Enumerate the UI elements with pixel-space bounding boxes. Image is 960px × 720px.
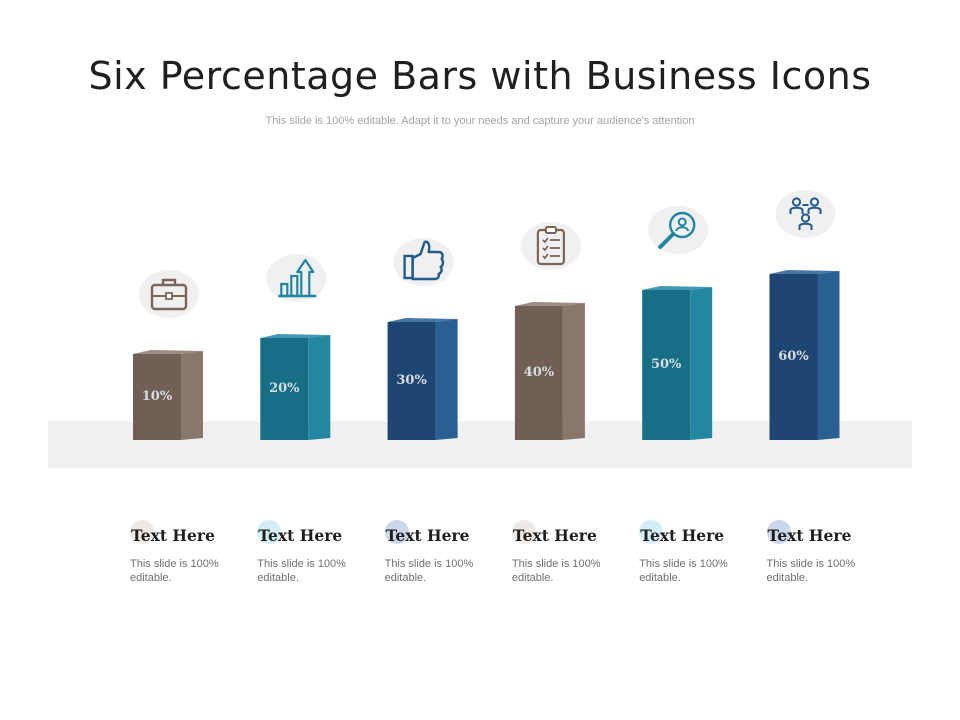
card-dot: [384, 520, 409, 544]
bar-top: [260, 334, 331, 338]
card-dot: [257, 520, 282, 544]
text-card: Text Here This slide is 100% editable.: [257, 518, 377, 585]
bar-front: [387, 322, 436, 440]
search-user-icon: [648, 206, 709, 254]
bar-top: [133, 350, 203, 354]
team-network-icon: [775, 190, 836, 238]
bar-top: [769, 270, 840, 274]
card-description: This slide is 100% editable.: [130, 558, 219, 584]
slide-subtitle: This slide is 100% editable. Adapt it to…: [265, 115, 695, 127]
card-description: This slide is 100% editable.: [639, 558, 728, 584]
card-description: This slide is 100% editable.: [511, 558, 601, 584]
card-title: Text Here: [385, 526, 470, 545]
briefcase-icon: [139, 270, 199, 318]
bar-value-label: 20%: [269, 381, 300, 396]
card-dot: [130, 520, 154, 544]
bar-front: [769, 274, 818, 440]
bar-side: [308, 335, 331, 440]
card-title: Text Here: [640, 526, 725, 545]
card-title: Text Here: [767, 526, 852, 545]
thumbs-up-icon: [393, 238, 454, 286]
text-card: Text Here This slide is 100% editable.: [384, 518, 505, 585]
bar-value-label: 10%: [142, 389, 173, 404]
bar-5: 50%: [642, 286, 713, 440]
bar-front: [642, 290, 691, 440]
bar-top: [387, 318, 458, 322]
bar-side: [562, 303, 585, 440]
card-dot: [639, 520, 664, 544]
bar-front: [133, 354, 181, 440]
bar-value-label: 40%: [524, 365, 555, 380]
text-card: Text Here This slide is 100% editable.: [511, 518, 632, 585]
bar-front: [514, 306, 563, 440]
icons-group: [139, 190, 836, 318]
bar-side: [181, 351, 203, 440]
text-card: Text Here This slide is 100% editable.: [766, 518, 887, 585]
bars-group: 10% 20% 30% 40% 50% 60%: [133, 270, 840, 440]
bar-3: 30%: [387, 318, 458, 440]
bar-front: [260, 338, 309, 440]
bar-top: [642, 286, 713, 290]
card-description: This slide is 100% editable.: [384, 558, 474, 584]
bar-1: 10%: [133, 350, 203, 440]
card-description: This slide is 100% editable.: [766, 558, 856, 584]
text-card: Text Here This slide is 100% editable.: [639, 518, 759, 585]
bar-2: 20%: [260, 334, 331, 440]
growth-chart-icon: [266, 254, 327, 302]
card-description: This slide is 100% editable.: [257, 558, 346, 584]
card-title: Text Here: [131, 526, 215, 545]
bar-6: 60%: [769, 270, 840, 440]
bar-value-label: 30%: [396, 373, 427, 388]
card-title: Text Here: [258, 526, 343, 545]
bar-side: [690, 287, 713, 440]
bar-side: [817, 271, 840, 440]
bar-top: [514, 302, 585, 306]
card-dot: [511, 520, 536, 544]
bar-4: 40%: [514, 302, 585, 440]
clipboard-checklist-icon: [520, 222, 581, 270]
bar-value-label: 60%: [778, 349, 809, 364]
bar-side: [435, 319, 458, 440]
text-card: Text Here This slide is 100% editable.: [130, 518, 250, 585]
card-title: Text Here: [512, 526, 597, 545]
card-dot: [766, 520, 791, 544]
slide-title: Six Percentage Bars with Business Icons: [88, 54, 872, 98]
bar-value-label: 50%: [651, 357, 682, 372]
